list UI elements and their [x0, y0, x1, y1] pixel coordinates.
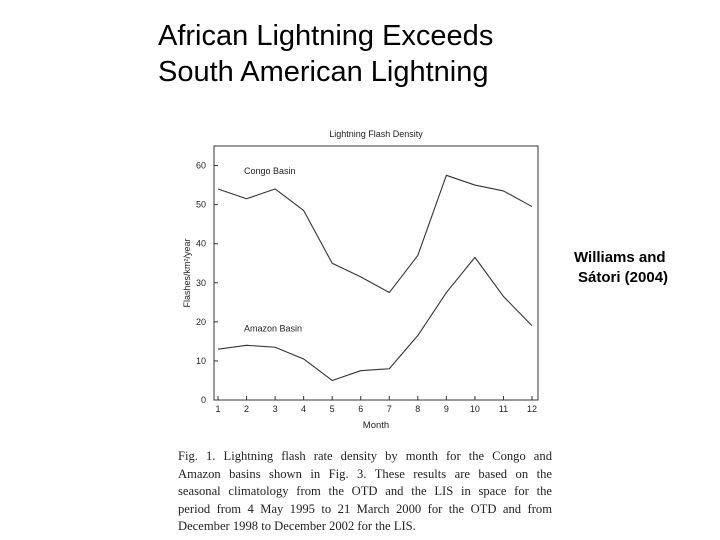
citation: Williams and Sátori (2004)	[574, 248, 714, 288]
lightning-flash-density-chart: Lightning Flash Density Month Flashes/km…	[182, 129, 539, 431]
scanned-figure: Lightning Flash Density Month Flashes/km…	[168, 120, 560, 540]
y-axis-label: Flashes/km²/year	[182, 238, 192, 307]
citation-line-1: Williams and	[574, 249, 666, 266]
figure-caption: Fig. 1. Lightning flash rate density by …	[178, 448, 552, 536]
caption-line-1: Fig. 1. Lightning flash rate density by …	[178, 449, 552, 463]
y-tick-label: 30	[196, 278, 206, 288]
citation-line-2: Sátori (2004)	[578, 269, 669, 286]
x-axis-label: Month	[363, 420, 389, 431]
slide-title-line-2: South American Lightning	[158, 56, 489, 88]
slide-title-line-1: African Lightning Exceeds	[158, 20, 494, 52]
y-tick-label: 10	[196, 356, 206, 366]
caption-line-2: Amazon basins shown in Fig. 3. These res…	[178, 466, 552, 481]
plot-frame	[213, 145, 539, 401]
slide-title: African Lightning Exceeds South American…	[158, 18, 598, 90]
chart-title: Lightning Flash Density	[329, 129, 423, 139]
x-tick-label: 3	[273, 404, 278, 414]
series-line-congo-basin	[217, 174, 533, 294]
caption-line-5: December 1998 to December 2002 for the L…	[178, 519, 416, 534]
x-tick-label: 5	[330, 404, 335, 414]
x-tick-label: 9	[444, 404, 449, 414]
series-line-amazon-basin	[217, 256, 533, 382]
x-tick-label: 10	[470, 404, 480, 414]
x-tick-label: 11	[499, 404, 508, 414]
x-tick-label: 8	[415, 404, 420, 414]
x-tick-label: 4	[301, 404, 306, 414]
series-label-amazon-basin: Amazon Basin	[244, 324, 302, 334]
x-tick-label: 12	[527, 404, 537, 414]
y-tick-label: 20	[196, 317, 206, 327]
x-tick-label: 7	[387, 404, 392, 414]
x-tick-label: 2	[244, 404, 249, 414]
x-tick-label: 6	[358, 404, 363, 414]
x-tick-label: 1	[215, 404, 220, 414]
caption-line-4: period from 4 May 1995 to 21 March 2000 …	[178, 501, 552, 516]
y-tick-label: 60	[196, 161, 206, 171]
y-tick-label: 50	[196, 200, 206, 210]
y-tick-label: 40	[196, 239, 206, 249]
caption-line-3: seasonal climatology from the OTD and th…	[178, 484, 552, 499]
series-label-congo-basin: Congo Basin	[244, 166, 296, 176]
y-tick-label: 0	[201, 395, 206, 405]
